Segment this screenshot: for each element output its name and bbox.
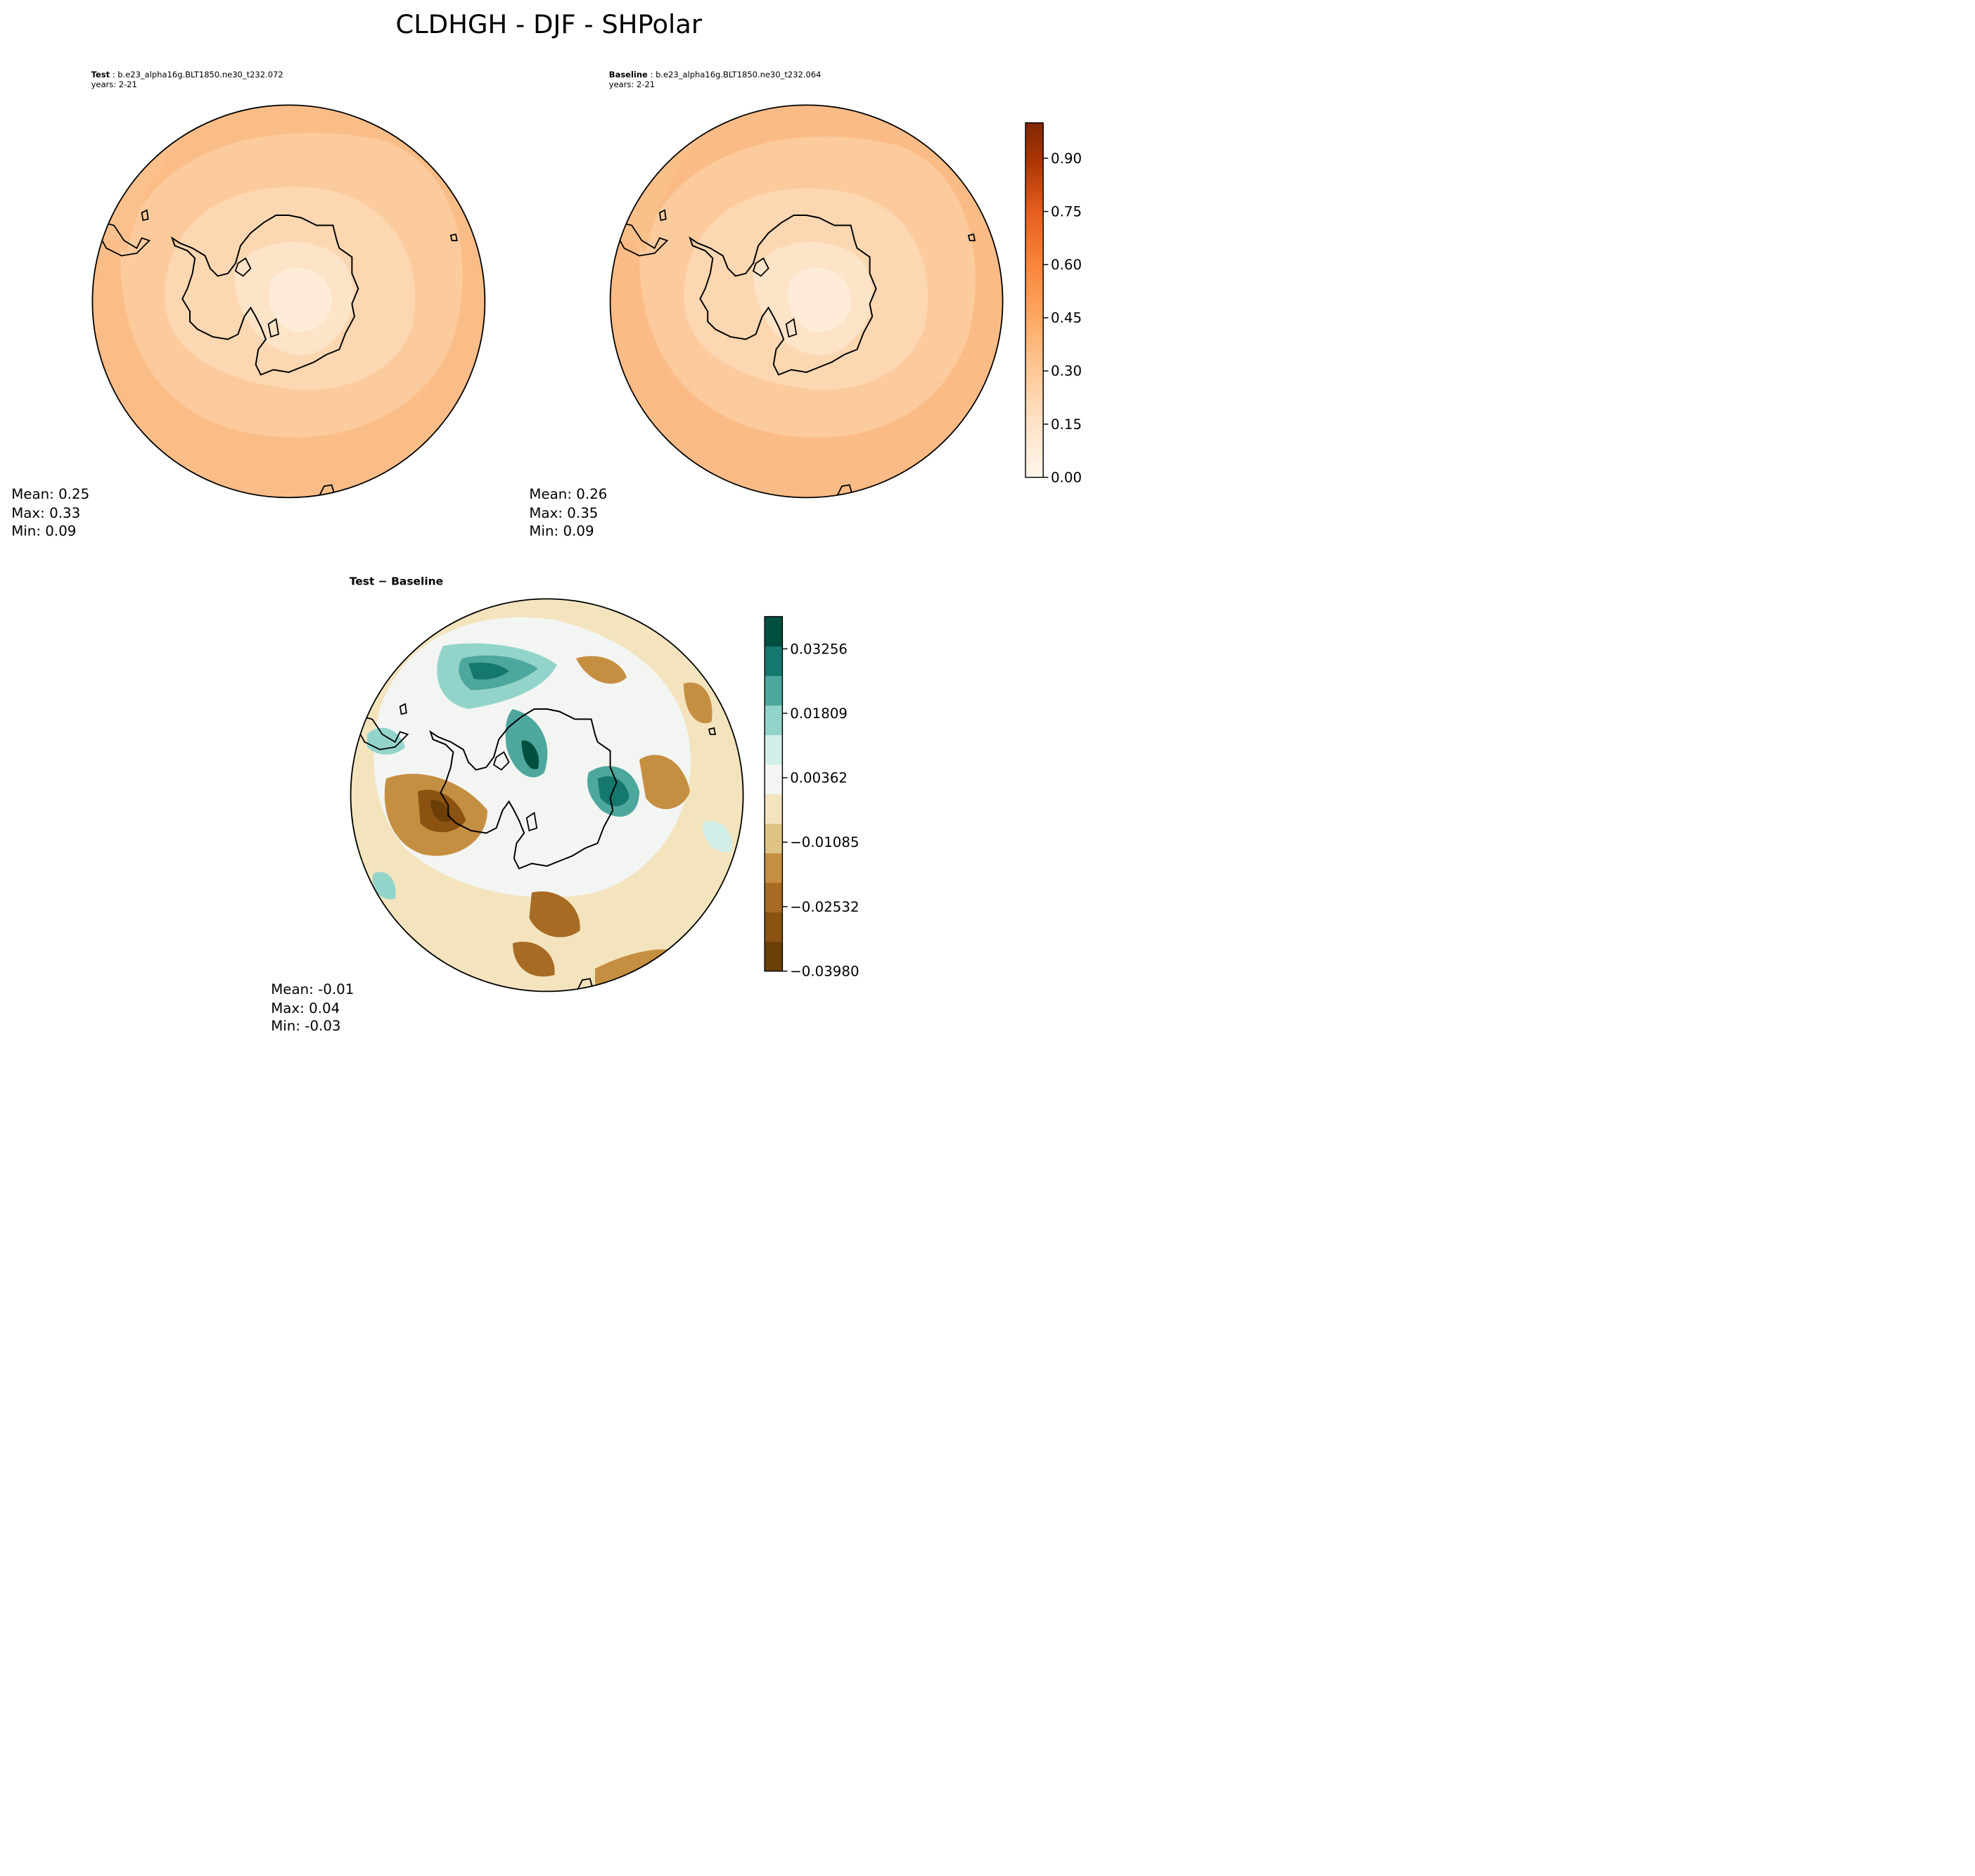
baseline-label: Baseline — [608, 70, 648, 80]
baseline-mean: Mean: 0.26 — [529, 486, 608, 503]
div-colorbar-tick-label: −0.03980 — [790, 963, 859, 979]
diff-min: Min: -0.03 — [271, 1018, 341, 1035]
div-colorbar-block — [765, 853, 783, 883]
seq-colorbar-tick-label: 0.45 — [1051, 310, 1082, 326]
div-colorbar-block — [765, 912, 783, 943]
test-min: Min: 0.09 — [11, 523, 77, 540]
baseline-case: b.e23_alpha16g.BLT1850.ne30_t232.064 — [656, 70, 822, 80]
figure-title: CLDHGH - DJF - SHPolar — [395, 8, 703, 39]
div-colorbar: 0.03256 0.01809 0.00362 −0.01085 −0.02532 −0.… — [764, 615, 859, 979]
div-colorbar-block — [765, 764, 783, 795]
test-case: b.e23_alpha16g.BLT1850.ne30_t232.072 — [117, 70, 283, 80]
test-separator: : — [110, 70, 118, 80]
baseline-years: years: 2-21 — [608, 79, 656, 90]
seq-colorbar-tick-label: 0.75 — [1051, 203, 1082, 219]
div-colorbar-block — [765, 823, 783, 854]
seq-colorbar: 0.00 0.15 0.30 0.45 0.60 0.75 0.90 — [1025, 122, 1082, 485]
diff-title: Test − Baseline — [349, 576, 444, 589]
seq-colorbar-tick-label: 0.90 — [1051, 151, 1082, 167]
div-colorbar-tick-label: −0.01085 — [790, 834, 859, 850]
diff-max: Max: 0.04 — [271, 1000, 340, 1016]
test-max: Max: 0.33 — [11, 504, 81, 521]
test-subtitle: Test : b.e23_alpha16g.BLT1850.ne30_t232.… — [91, 70, 283, 91]
test-stats: Mean: 0.25 Max: 0.33 Min: 0.09 — [11, 486, 89, 541]
baseline-stats: Mean: 0.26 Max: 0.35 Min: 0.09 — [529, 486, 607, 541]
maps-canvas: 0.00 0.15 0.30 0.45 0.60 0.75 0.90 — [91, 104, 1082, 993]
seq-colorbar-tick-label: 0.00 — [1051, 469, 1082, 485]
div-colorbar-tick-label: 0.01809 — [790, 706, 848, 722]
div-colorbar-block — [765, 941, 783, 972]
baseline-map — [609, 104, 1004, 499]
diff-mean: Mean: -0.01 — [271, 981, 354, 998]
baseline-max: Max: 0.35 — [529, 504, 599, 521]
test-mean: Mean: 0.25 — [11, 486, 90, 503]
baseline-separator: : — [647, 70, 656, 80]
div-colorbar-block — [765, 793, 783, 824]
div-colorbar-block — [765, 882, 783, 913]
diff-stats: Mean: -0.01 Max: 0.04 Min: -0.03 — [271, 981, 354, 1036]
div-colorbar-block — [765, 705, 783, 736]
seq-colorbar-tick-label: 0.30 — [1051, 363, 1082, 379]
div-colorbar-tick-label: −0.02532 — [790, 899, 859, 915]
div-colorbar-tick-label: 0.03256 — [790, 641, 848, 657]
test-map — [91, 104, 486, 499]
seq-colorbar-tick-label: 0.15 — [1051, 416, 1082, 433]
div-colorbar-block — [765, 734, 783, 765]
div-colorbar-tick-label: 0.00362 — [790, 770, 848, 786]
baseline-subtitle: Baseline : b.e23_alpha16g.BLT1850.ne30_t… — [608, 70, 822, 91]
div-colorbar-block — [765, 675, 783, 706]
test-label: Test — [91, 70, 110, 80]
diff-map — [350, 598, 744, 993]
test-years: years: 2-21 — [91, 79, 137, 90]
baseline-min: Min: 0.09 — [529, 523, 594, 540]
seq-colorbar-tick-label: 0.60 — [1051, 257, 1082, 273]
div-colorbar-block — [765, 646, 783, 677]
div-colorbar-block — [765, 616, 783, 647]
